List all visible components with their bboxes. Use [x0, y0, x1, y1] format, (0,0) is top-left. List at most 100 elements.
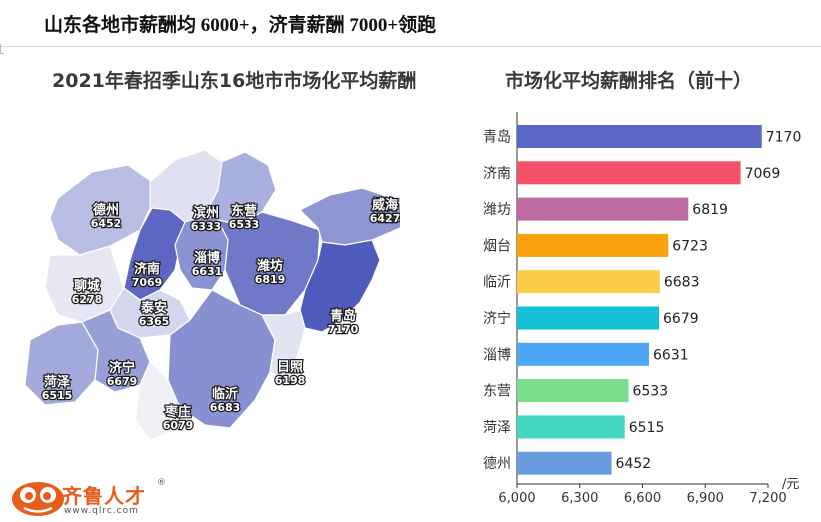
map-city-name: 济宁: [109, 360, 135, 376]
category-label: 烟台: [483, 238, 511, 254]
shandong-map: 德州6452滨州6333东营6533烟台6723威海6427济南7069淄博66…: [24, 149, 400, 441]
category-label: 青岛: [483, 130, 511, 146]
map-city-name: 临沂: [212, 386, 238, 402]
map-city-name: 枣庄: [164, 404, 191, 420]
data-label: 6515: [629, 420, 665, 436]
map-labels: 德州6452滨州6333东营6533烟台6723威海6427济南7069淄博66…: [40, 196, 400, 433]
chart-title: 市场化平均薪酬排名（前十）: [505, 70, 753, 92]
data-label: 6631: [653, 347, 689, 363]
map-city-value: 6683: [210, 401, 241, 414]
region-qingdao: [299, 239, 381, 333]
x-tick-label: 6,900: [687, 491, 724, 506]
data-label: 6683: [664, 275, 700, 291]
map-city-name: 德州: [93, 202, 119, 218]
map-city-name: 滨州: [193, 205, 219, 221]
map-city-value: 6452: [91, 217, 122, 230]
map-city-value: 6819: [255, 273, 286, 286]
region-rizhao: [261, 309, 306, 381]
category-label: 济南: [483, 166, 511, 182]
map-city-name: 日照: [277, 360, 303, 375]
map-city-name: 东营: [231, 203, 257, 219]
map-city-name: 烟台: [372, 197, 398, 213]
category-label: 济宁: [483, 310, 511, 327]
map-city-value: 6427: [370, 212, 400, 225]
bar: [517, 233, 669, 257]
x-tick-label: 6,300: [561, 491, 598, 506]
region-zaozhuang: [134, 360, 181, 441]
category-label: 潍坊: [483, 202, 511, 218]
map-city-value: 6278: [72, 293, 103, 306]
x-tick-label: 6,000: [498, 491, 535, 506]
map-city-name: 泰安: [140, 300, 167, 316]
logo-registered-mark: ®: [157, 478, 166, 488]
bar: [517, 161, 741, 185]
map-city-value: 7170: [328, 323, 359, 336]
map-city-value: 6079: [163, 419, 194, 432]
bar: [517, 415, 625, 439]
map-city-value: 6198: [275, 374, 306, 387]
region-zibo: [174, 214, 229, 291]
data-label: 6452: [616, 456, 652, 472]
map-city-name: 青岛: [330, 308, 356, 324]
corner-mark: [0, 44, 4, 54]
data-label: 7069: [745, 166, 781, 182]
map-city-value: 7069: [132, 276, 163, 289]
x-tick-label: 6,600: [624, 491, 661, 506]
map-city-value: 6679: [107, 375, 138, 388]
category-label: 东营: [483, 384, 511, 400]
category-label: 德州: [483, 456, 511, 472]
x-tick-label: 7,200: [749, 491, 786, 506]
region-yantai: [298, 187, 400, 246]
map-city-name: 威海: [372, 197, 398, 213]
data-label: 6533: [632, 384, 668, 400]
divider: [0, 46, 821, 47]
map-city-name: 聊城: [74, 278, 100, 294]
map-city-value: 6723: [370, 212, 400, 225]
data-label: 6819: [692, 202, 728, 218]
data-label: 6723: [672, 238, 708, 254]
category-label: 淄博: [483, 346, 511, 363]
bar: [517, 306, 660, 330]
logo-url: www.qlrc.com: [64, 506, 139, 516]
map-regions: [24, 149, 400, 441]
bar: [517, 379, 629, 403]
bar: [517, 451, 612, 475]
map-title: 2021年春招季山东16地市市场化平均薪酬: [52, 70, 417, 92]
bar: [517, 342, 649, 366]
category-label: 菏泽: [483, 420, 511, 436]
map-city-name: 济南: [134, 261, 160, 277]
data-label: 6679: [663, 311, 699, 327]
bar: [517, 270, 660, 294]
bar: [517, 197, 689, 221]
region-weihai: [390, 195, 400, 229]
category-label: 临沂: [483, 275, 511, 291]
qlrc-logo: [12, 482, 64, 516]
logo-name: 齐鲁人才: [62, 484, 146, 508]
map-city-name: 菏泽: [44, 374, 71, 390]
map-city-name: 淄博: [194, 250, 220, 266]
map-city-name: 潍坊: [257, 258, 283, 274]
data-label: 7170: [766, 130, 802, 146]
map-city-value: 6533: [229, 218, 260, 231]
map-city-value: 6333: [191, 220, 222, 233]
x-axis-unit: /元: [782, 477, 799, 492]
salary-bar-chart: 青岛 7170 济南 7069 潍坊 6819 烟台 6723 临沂 6683 济宁 6679 淄博 66…: [483, 112, 802, 506]
map-city-value: 6515: [42, 389, 73, 402]
headline: 山东各地市薪酬均 6000+，济青薪酬 7000+领跑: [44, 15, 437, 36]
map-city-value: 6631: [192, 265, 223, 278]
